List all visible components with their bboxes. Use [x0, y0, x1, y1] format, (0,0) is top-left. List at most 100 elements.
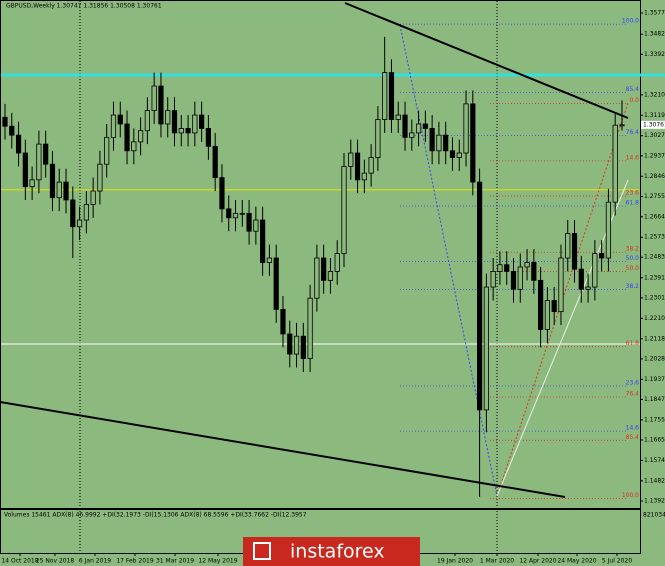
candle-body [144, 110, 150, 132]
candle-body [422, 123, 428, 129]
candle-body [56, 181, 62, 199]
candle-body [361, 172, 367, 181]
fib-label: 38.2 [626, 283, 640, 290]
candle-body [185, 128, 191, 134]
fib-label: 38.2 [626, 246, 640, 253]
candle-body [565, 233, 571, 259]
y-tick-label: 1.20285 [644, 355, 665, 362]
candle-body [443, 134, 449, 152]
candle-body [599, 253, 605, 259]
y-tick-label: 1.19370 [644, 376, 665, 383]
fib-label: 23.6 [626, 189, 640, 196]
candle-body [266, 257, 273, 263]
candle-body [483, 286, 489, 411]
candle-body [124, 123, 130, 152]
candle-body [165, 110, 171, 125]
y-tick-label: 1.23915 [644, 274, 665, 281]
candle-body [273, 257, 279, 310]
candle-body [49, 163, 56, 199]
candle-body [232, 212, 239, 219]
candle-body [558, 257, 564, 313]
x-tick-label: 5 Jul 2020 [602, 558, 632, 565]
candle-body [402, 114, 408, 138]
candle-body [76, 219, 83, 228]
candle-body [497, 264, 503, 272]
candle-body [117, 114, 123, 125]
candle-body [544, 300, 551, 330]
candle-body [504, 264, 510, 272]
candle-body [22, 152, 28, 187]
candle-body [531, 262, 537, 281]
fib-label: 100.0 [622, 18, 639, 25]
candle-body [321, 257, 327, 281]
y-tick-label: 1.13925 [644, 497, 665, 504]
candle-body [348, 152, 354, 167]
candle-body [104, 136, 110, 165]
candle-body [619, 124, 625, 127]
y-tick-label: 1.22100 [644, 315, 665, 322]
trend-line [0, 401, 566, 498]
y-tick-label: 1.25730 [644, 234, 665, 241]
fib-label: 50.0 [626, 265, 640, 272]
fib-label: 61.8 [626, 340, 640, 347]
candle-body [70, 199, 76, 228]
candle-body [15, 134, 22, 154]
candle-body [551, 300, 557, 313]
candle-body [239, 212, 245, 215]
chart-title: GBPUSD,Weekly 1.30747 1.31856 1.30508 1.… [6, 3, 162, 10]
candle-body [368, 157, 374, 174]
candle-body [382, 72, 388, 120]
candle-body [90, 190, 96, 205]
y-tick-label: 1.30275 [644, 132, 665, 139]
fib-label: 76.4 [626, 129, 640, 136]
x-tick-label: 14 Oct 2018 [1, 558, 38, 565]
y-tick-label: 1.21185 [644, 335, 665, 342]
price-pane [0, 0, 641, 509]
candle-body [36, 143, 42, 181]
y-tick-label: 1.28460 [644, 173, 665, 180]
candle-body [2, 116, 8, 127]
candle-body [246, 212, 252, 232]
candle-body [29, 179, 35, 187]
fib-label: 61.8 [626, 199, 640, 206]
candle-body [456, 152, 462, 158]
candle-body [476, 181, 483, 411]
candle-body [334, 253, 340, 272]
candle-body [158, 85, 164, 125]
candle-body [9, 125, 15, 136]
candle-body [43, 143, 49, 165]
fib-label: 23.6 [626, 380, 640, 387]
fib-label: 85.4 [626, 86, 640, 93]
candle-body [571, 233, 578, 270]
candle-body [63, 181, 69, 201]
candle-body [131, 141, 137, 152]
candle-body [341, 166, 347, 254]
candle-body [354, 152, 361, 181]
y-tick-label: 1.18470 [644, 396, 665, 403]
y-tick-label: 1.29375 [644, 152, 665, 159]
candle-body [463, 103, 469, 154]
x-tick-label: 1 Mar 2020 [480, 558, 514, 565]
y-tick-label: 1.32105 [644, 91, 665, 98]
candle-body [375, 119, 381, 158]
x-tick-label: 6 Jan 2019 [79, 558, 111, 565]
fib-label: 85.4 [626, 434, 640, 441]
last-price-box [641, 120, 665, 129]
fib-line [496, 102, 629, 497]
indicator-max: 821034 [643, 512, 665, 519]
fib-label: 0.0 [629, 97, 639, 104]
y-tick-label: 1.24835 [644, 254, 665, 261]
watermark-box [243, 537, 420, 566]
x-tick-label: 12 May 2019 [198, 558, 237, 565]
x-tick-label: 24 May 2020 [557, 558, 596, 565]
candle-body [436, 134, 442, 152]
candle-body [151, 85, 157, 111]
trend-line [344, 2, 629, 119]
candle-body [97, 163, 103, 192]
candle-body [395, 114, 401, 120]
x-tick-label: 17 Feb 2019 [116, 558, 154, 565]
candles [2, 36, 625, 498]
candle-body [449, 150, 456, 158]
candle-body [205, 128, 211, 147]
last-price-label: 1.30761 [643, 121, 665, 128]
